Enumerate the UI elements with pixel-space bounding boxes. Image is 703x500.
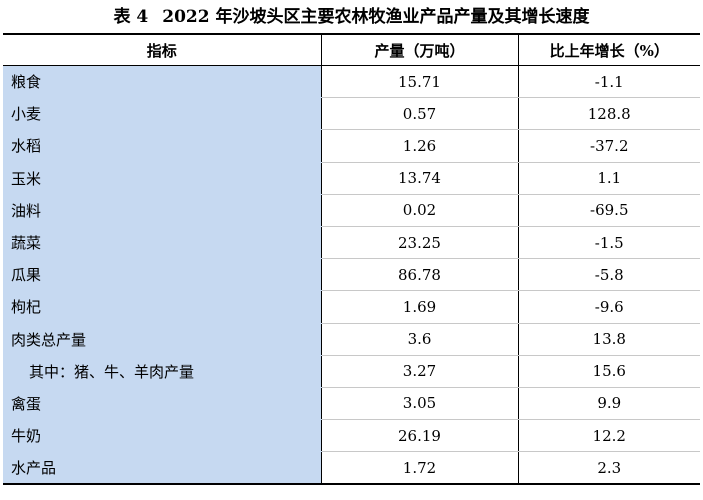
row-label: 油料 [3,194,321,227]
output-value: 15.71 [320,65,518,99]
table-row: 牛奶 26.19 12.2 [3,419,700,453]
output-value: 3.6 [320,323,518,356]
output-value: 26.19 [320,419,518,453]
table-row: 粮食 15.71 -1.1 [3,65,700,99]
output-value: 3.27 [320,355,518,388]
header-row: 指标 产量（万吨） 比上年增长（%） [3,33,700,66]
row-label-sub: 其中：猪、牛、羊肉产量 [3,355,321,388]
table-row: 玉米 13.74 1.1 [3,162,700,195]
growth-value: -9.6 [517,290,700,324]
table-row: 蔬菜 23.25 -1.5 [3,226,700,260]
growth-value: 13.8 [517,323,700,356]
growth-value: -5.8 [517,258,700,292]
growth-value: -1.5 [517,226,700,260]
header-indicator: 指标 [3,33,321,66]
growth-value: 15.6 [517,355,700,388]
row-label: 水产品 [3,451,321,486]
table-title: 表 4 2022 年沙坡头区主要农林牧渔业产品产量及其增长速度 [0,4,703,30]
row-label: 玉米 [3,162,321,195]
growth-value: -37.2 [517,129,700,163]
table-row: 油料 0.02 -69.5 [3,194,700,227]
table-row: 肉类总产量 3.6 13.8 [3,323,700,356]
growth-value: 1.1 [517,162,700,195]
output-value: 23.25 [320,226,518,260]
output-value: 0.57 [320,97,518,131]
table-row: 禽蛋 3.05 9.9 [3,387,700,421]
row-label: 枸杞 [3,290,321,324]
row-label: 蔬菜 [3,226,321,260]
output-value: 86.78 [320,258,518,292]
table-title-text: 2022 年沙坡头区主要农林牧渔业产品产量及其增长速度 [162,7,590,27]
output-value: 0.02 [320,194,518,227]
row-label: 禽蛋 [3,387,321,421]
row-label: 瓜果 [3,258,321,292]
header-output: 产量（万吨） [320,33,518,66]
row-label: 粮食 [3,65,321,99]
output-value: 1.26 [320,129,518,163]
row-label: 肉类总产量 [3,323,321,356]
output-value: 13.74 [320,162,518,195]
table-number: 表 4 [113,7,149,27]
table-row: 水稻 1.26 -37.2 [3,129,700,163]
growth-value: -1.1 [517,65,700,99]
growth-value: 12.2 [517,419,700,453]
table-row: 枸杞 1.69 -9.6 [3,290,700,324]
output-value: 1.69 [320,290,518,324]
growth-value: 128.8 [517,97,700,131]
output-value: 3.05 [320,387,518,421]
header-growth: 比上年增长（%） [517,33,700,66]
table-row: 瓜果 86.78 -5.8 [3,258,700,292]
output-value: 1.72 [320,451,518,486]
table-row: 小麦 0.57 128.8 [3,97,700,131]
row-label: 牛奶 [3,419,321,453]
table-row: 水产品 1.72 2.3 [3,451,700,486]
row-label: 水稻 [3,129,321,163]
table-row: 其中：猪、牛、羊肉产量 3.27 15.6 [3,355,700,388]
growth-value: -69.5 [517,194,700,227]
growth-value: 9.9 [517,387,700,421]
output-growth-table: 指标 产量（万吨） 比上年增长（%） 粮食 15.71 -1.1 小麦 0.57… [3,33,700,486]
data-table-container: 指标 产量（万吨） 比上年增长（%） 粮食 15.71 -1.1 小麦 0.57… [3,33,700,495]
growth-value: 2.3 [517,451,700,486]
row-label: 小麦 [3,97,321,131]
